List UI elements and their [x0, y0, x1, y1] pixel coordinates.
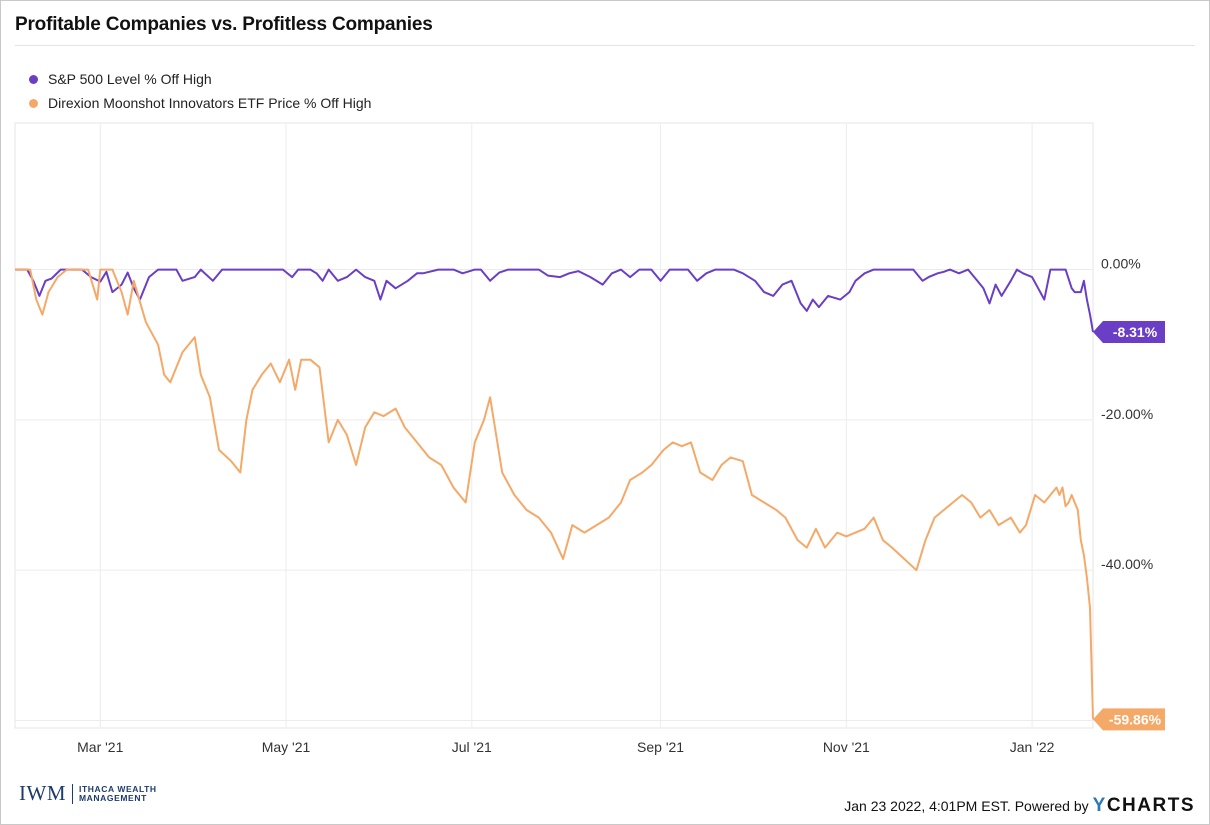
y-tick-label: 0.00% — [1101, 256, 1141, 272]
timestamp-text: Jan 23 2022, 4:01PM EST. — [844, 798, 1011, 814]
legend-label-sp500: S&P 500 Level % Off High — [48, 71, 212, 87]
legend-item-sp500[interactable]: S&P 500 Level % Off High — [29, 67, 371, 91]
logo-separator — [72, 783, 73, 804]
powered-by-text: Powered by — [1014, 798, 1089, 814]
logo-mark: IWM — [19, 781, 66, 805]
legend: S&P 500 Level % Off High Direxion Moonsh… — [29, 67, 371, 115]
footer-timestamp: Jan 23 2022, 4:01PM EST. Powered by YCHA… — [844, 795, 1195, 817]
logo-text: ITHACA WEALTH MANAGEMENT — [79, 783, 157, 803]
legend-dot-sp500 — [29, 74, 38, 84]
x-tick-label: Jan '22 — [1010, 739, 1055, 755]
end-value-flag — [1093, 708, 1165, 731]
legend-dot-moonshot — [29, 98, 38, 108]
end-value-label: -8.31% — [1113, 324, 1158, 340]
ycharts-logo-rest: CHARTS — [1106, 795, 1195, 816]
y-tick-label: -40.00% — [1101, 556, 1153, 572]
end-value-label: -59.86% — [1109, 711, 1162, 727]
legend-item-moonshot[interactable]: Direxion Moonshot Innovators ETF Price %… — [29, 91, 371, 115]
series-line-1 — [15, 268, 1094, 720]
chart-title: Profitable Companies vs. Profitless Comp… — [15, 14, 433, 35]
series-line-0 — [15, 268, 1094, 333]
x-tick-label: Nov '21 — [823, 739, 870, 755]
x-tick-label: Sep '21 — [637, 739, 684, 755]
x-tick-label: Jul '21 — [452, 739, 492, 755]
end-value-flag — [1093, 321, 1165, 344]
x-tick-label: Mar '21 — [77, 739, 123, 755]
title-divider — [15, 45, 1195, 46]
logo-line-2: MANAGEMENT — [79, 792, 147, 803]
x-tick-label: May '21 — [262, 739, 311, 755]
y-tick-label: -20.00% — [1101, 406, 1153, 422]
logo-line-1: ITHACA WEALTH — [79, 783, 157, 794]
plot-area — [14, 122, 1094, 729]
ycharts-logo-y: Y — [1092, 795, 1107, 816]
legend-label-moonshot: Direxion Moonshot Innovators ETF Price %… — [48, 95, 372, 111]
company-logo: IWM ITHACA WEALTH MANAGEMENT — [19, 781, 157, 806]
ycharts-logo[interactable]: YCHARTS — [1093, 795, 1195, 817]
